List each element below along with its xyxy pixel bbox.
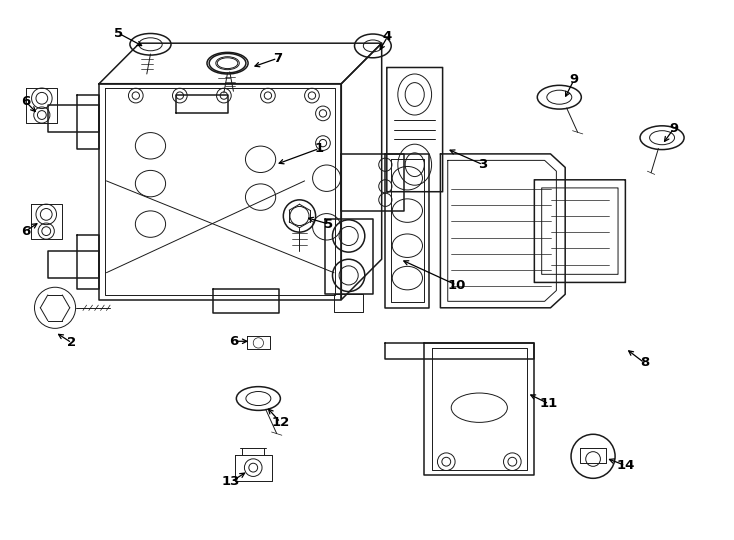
Text: 14: 14 [616, 459, 635, 472]
Text: 8: 8 [640, 356, 649, 369]
Text: 9: 9 [669, 122, 678, 135]
Text: 6: 6 [21, 225, 30, 238]
Text: 12: 12 [272, 416, 289, 429]
Text: 11: 11 [540, 397, 558, 410]
Text: 2: 2 [68, 336, 76, 349]
Text: 6: 6 [229, 335, 238, 348]
Text: 9: 9 [570, 73, 578, 86]
Text: 5: 5 [324, 218, 333, 231]
Text: 4: 4 [383, 30, 392, 43]
Text: 3: 3 [479, 158, 487, 171]
Text: 6: 6 [21, 95, 30, 108]
Text: 13: 13 [222, 475, 241, 488]
Text: 10: 10 [447, 279, 466, 292]
Text: 7: 7 [273, 52, 282, 65]
Text: 5: 5 [115, 27, 123, 40]
Text: 1: 1 [315, 142, 324, 155]
